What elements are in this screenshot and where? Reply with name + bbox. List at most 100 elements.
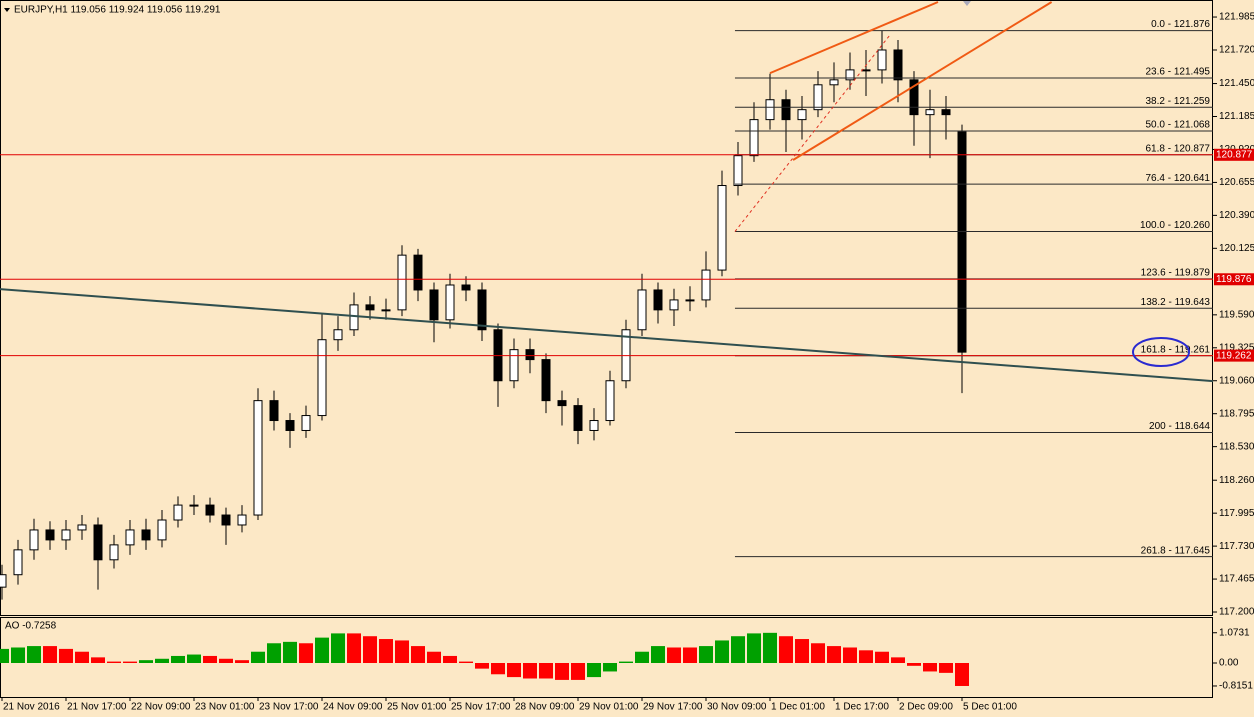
main-plot: 0.0 - 121.876 23.6 - 121.495 38.2 - 121.25…	[0, 1, 1213, 600]
candle-body	[285, 420, 295, 431]
ao-bar	[827, 646, 841, 663]
ao-bar	[875, 651, 889, 663]
ao-title: AO -0.7258	[5, 621, 57, 632]
trendline	[792, 1, 1053, 161]
candle-body	[93, 524, 103, 561]
candle-body	[381, 309, 391, 312]
ao-bar	[43, 646, 57, 663]
x-tick-label: 2 Dec 09:00	[899, 702, 953, 713]
fib-label: 100.0 - 120.260	[1140, 220, 1210, 231]
price-tag	[1214, 273, 1254, 286]
ao-bar	[107, 661, 121, 663]
y-tick-label: 120.390	[1219, 210, 1254, 221]
candle-body	[861, 69, 871, 72]
candle-body	[717, 185, 727, 271]
y-tick-label: 117.995	[1219, 508, 1254, 519]
x-tick-label: 29 Nov 17:00	[643, 702, 703, 713]
ao-bar	[763, 632, 777, 663]
candle-body	[941, 109, 951, 116]
ao-bar	[75, 651, 89, 663]
y-tick-label: 117.465	[1219, 574, 1254, 585]
ao-bar	[267, 643, 281, 663]
candle-body	[77, 524, 87, 531]
ao-bar	[171, 655, 185, 663]
ao-bar	[155, 658, 169, 663]
candle-body	[749, 119, 759, 157]
y-tick-label: 118.795	[1219, 408, 1254, 419]
ao-bar	[523, 662, 537, 679]
candle-body	[445, 284, 455, 321]
ao-bar	[907, 662, 921, 666]
ao-bar	[443, 655, 457, 663]
ao-bar	[315, 637, 329, 663]
candle-body	[221, 514, 231, 526]
fib-label: 161.8 - 119.261	[1141, 344, 1211, 355]
candle-body	[157, 519, 167, 541]
ao-bar	[27, 646, 41, 663]
candle-body	[909, 79, 919, 116]
ao-bar	[811, 643, 825, 663]
trendline	[0, 288, 1213, 383]
ao-bar	[203, 655, 217, 663]
y-tick-label: 118.530	[1219, 441, 1254, 452]
y-tick-label: 121.985	[1219, 12, 1254, 23]
candle-body	[0, 574, 7, 588]
ao-bar	[91, 657, 105, 663]
candle-body	[365, 304, 375, 311]
ao-bar	[411, 646, 425, 663]
y-tick-label: 121.450	[1219, 78, 1254, 89]
candle-body	[173, 504, 183, 521]
y-tick-label: 121.720	[1219, 45, 1254, 56]
candle-body	[237, 514, 247, 526]
candle-body	[541, 359, 551, 402]
y-tick-label: 117.200	[1219, 607, 1254, 618]
y-tick-label: 121.185	[1219, 111, 1254, 122]
price-tag-label: 119.262	[1216, 350, 1252, 361]
ao-bar	[619, 661, 633, 663]
shift-marker	[963, 1, 971, 6]
ao-bar	[283, 641, 297, 663]
ao-bar	[379, 639, 393, 663]
ao-bar	[635, 651, 649, 663]
ao-bar	[843, 647, 857, 663]
x-tick-label: 23 Nov 17:00	[259, 702, 319, 713]
ao-bar	[491, 662, 505, 675]
menu-triangle[interactable]	[4, 8, 10, 12]
fib-label: 23.6 - 121.495	[1146, 67, 1211, 78]
x-tick-label: 1 Dec 17:00	[835, 702, 889, 713]
fib-label: 61.8 - 120.877	[1146, 143, 1211, 154]
candle-body	[781, 99, 791, 121]
ao-bar	[395, 640, 409, 663]
ao-bar	[427, 651, 441, 663]
candle-body	[141, 529, 151, 541]
x-tick-label: 5 Dec 01:00	[963, 702, 1017, 713]
candle-body	[477, 289, 487, 331]
fib-label: 38.2 - 121.259	[1146, 96, 1211, 107]
x-tick-label: 22 Nov 09:00	[131, 702, 191, 713]
candle-body	[397, 254, 407, 311]
ao-bar	[891, 657, 905, 663]
y-tick-label: 0.00	[1219, 658, 1239, 669]
trendline	[769, 1, 939, 75]
x-tick-label: 1 Dec 01:00	[771, 702, 825, 713]
fib-label: 123.6 - 119.879	[1141, 268, 1211, 279]
ao-bar	[11, 647, 25, 663]
ao-bar	[475, 662, 489, 669]
fib-label: 138.2 - 119.643	[1141, 297, 1211, 308]
ao-bar	[715, 640, 729, 663]
y-tick-label: 120.125	[1219, 243, 1254, 254]
candle-body	[189, 504, 199, 507]
candle-body	[797, 109, 807, 121]
candle-body	[637, 289, 647, 331]
y-tick-label: 119.325	[1219, 342, 1254, 353]
ao-bar	[939, 662, 953, 673]
ao-bar	[187, 654, 201, 663]
candle-body	[413, 254, 423, 291]
x-tick-label: 28 Nov 09:00	[515, 702, 575, 713]
candle-body	[509, 349, 519, 382]
y-tick-label: 119.060	[1219, 375, 1254, 386]
y-tick-label: 1.0731	[1219, 627, 1250, 638]
ao-bar	[459, 661, 473, 663]
